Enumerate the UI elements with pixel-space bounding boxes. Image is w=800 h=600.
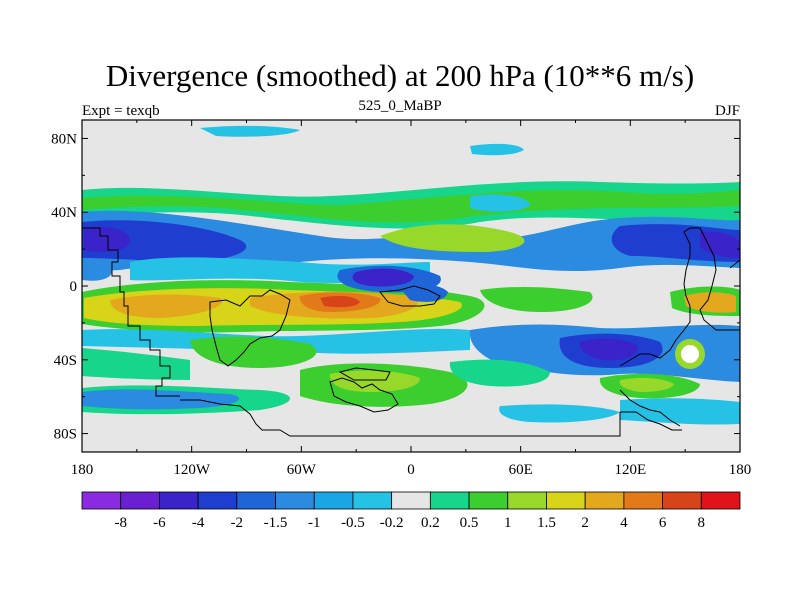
colorbar-swatch [391, 491, 431, 510]
colorbar-label: -2 [231, 515, 244, 531]
coastlines [82, 227, 740, 437]
colorbar-swatch [468, 491, 509, 510]
colorbar-label: -6 [153, 515, 166, 531]
colorbar-label: 1 [504, 515, 512, 531]
chart-subtitle: 525_0_MaBP [358, 98, 442, 114]
colorbar-labels: -8 -6 -4 -2 -1.5 -1 -0.5 -0.2 0.2 0.5 1 1.5 2 4 6 8 [114, 515, 705, 531]
colorbar-label: 8 [698, 515, 706, 531]
colorbar-swatch [623, 491, 663, 510]
colorbar-swatch [700, 491, 741, 510]
colorbar-swatch [120, 491, 160, 510]
x-tick-label: 60E [509, 462, 533, 478]
y-tick-label: 0 [70, 279, 78, 295]
colorbar-swatch [352, 491, 393, 510]
x-axis [81, 120, 741, 452]
experiment-label: Expt = texqb [82, 103, 160, 119]
x-tick-label: 120E [614, 462, 646, 478]
colorbar-label: -0.2 [380, 515, 404, 531]
colorbar-swatch [313, 491, 354, 510]
colorbar-swatch [584, 491, 625, 510]
colorbar-label: -8 [114, 515, 127, 531]
colorbar-label: -4 [192, 515, 205, 531]
colorbar-label: 2 [581, 515, 589, 531]
x-tick-label: 120W [173, 462, 211, 478]
colorbar-label: 4 [620, 515, 628, 531]
colorbar-swatch [81, 491, 122, 510]
x-tick-labels: 180 120W 60W 0 60E 120E 180 [71, 462, 752, 478]
colorbar-label: -1.5 [264, 515, 288, 531]
colorbar-label: 0.5 [460, 515, 479, 531]
chart-title: Divergence (smoothed) at 200 hPa (10**6 … [105, 58, 695, 93]
y-tick-labels: 80N 40N 0 40S 80S [51, 131, 77, 442]
y-tick-label: 80S [54, 427, 77, 443]
colorbar-swatch [507, 491, 547, 510]
colorbar-swatch [236, 491, 276, 510]
y-tick-label: 40N [51, 205, 77, 221]
colorbar-swatch [197, 491, 238, 510]
field-layer [82, 125, 740, 425]
y-tick-label: 40S [54, 353, 77, 369]
colorbar-label: -0.5 [341, 515, 365, 531]
colorbar-swatch [546, 491, 586, 510]
x-tick-label: 60W [287, 462, 317, 478]
colorbar [81, 491, 741, 510]
colorbar-label: 0.2 [421, 515, 440, 531]
colorbar-swatch [275, 491, 315, 510]
season-label: DJF [714, 103, 740, 119]
y-axis [82, 137, 740, 435]
colorbar-swatch [429, 491, 470, 510]
colorbar-label: 6 [659, 515, 667, 531]
colorbar-label: -1 [308, 515, 321, 531]
x-tick-label: 0 [407, 462, 415, 478]
y-tick-label: 80N [51, 131, 77, 147]
x-tick-label: 180 [729, 462, 752, 478]
x-tick-label: 180 [71, 462, 94, 478]
colorbar-label: 1.5 [537, 515, 556, 531]
colorbar-swatch [159, 491, 199, 510]
colorbar-swatch [662, 491, 702, 510]
